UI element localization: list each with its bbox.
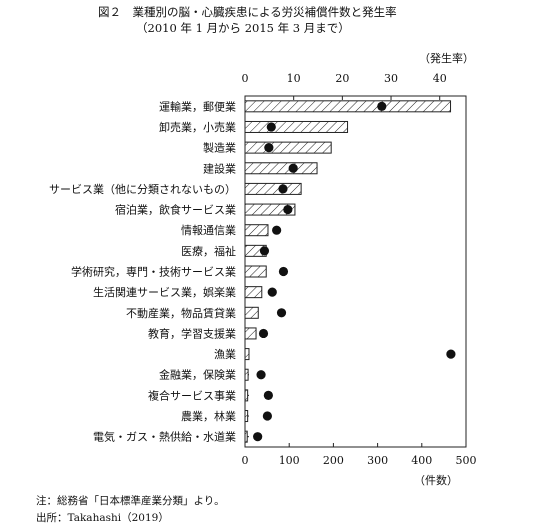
plot-area: 0 100 200 300 400 500 （件数） 0 10 20 30 40 （発生率） 運輸業，郵便… bbox=[49, 51, 477, 487]
category-label: 学術研究，専門・技術サービス業 bbox=[71, 265, 236, 279]
top-tick-label: 20 bbox=[335, 72, 349, 85]
rate-dot bbox=[267, 287, 277, 297]
count-bar bbox=[244, 120, 349, 133]
x-tick-label: 100 bbox=[279, 454, 300, 467]
count-bar bbox=[244, 306, 259, 319]
category-label: 医療，福祉 bbox=[181, 244, 236, 258]
rate-dot bbox=[288, 163, 298, 173]
category-label: サービス業（他に分類されないもの） bbox=[49, 183, 236, 196]
x-tick-label: 400 bbox=[411, 454, 432, 467]
count-bar bbox=[244, 286, 263, 299]
x-tick-label: 0 bbox=[242, 454, 249, 467]
rate-dot bbox=[283, 204, 293, 215]
note-citation: 出所：Takahashi（2019） bbox=[36, 512, 169, 524]
top-tick-label: 40 bbox=[433, 72, 447, 85]
top-tick-label: 10 bbox=[287, 72, 301, 85]
count-bar bbox=[244, 389, 249, 402]
category-label: 漁業 bbox=[214, 347, 236, 361]
rate-dot bbox=[256, 370, 266, 380]
rate-dot bbox=[258, 328, 269, 339]
count-bar bbox=[244, 368, 249, 381]
x-axis-label: （件数） bbox=[414, 474, 458, 487]
count-bar bbox=[244, 203, 296, 216]
count-bar bbox=[244, 348, 250, 361]
category-label: 電気・ガス・熱供給・水道業 bbox=[93, 430, 236, 444]
category-label: 不動産業，物品賃貸業 bbox=[126, 306, 236, 320]
count-bar bbox=[244, 141, 332, 154]
rate-dot bbox=[264, 143, 274, 153]
rate-dot bbox=[276, 308, 287, 318]
x-tick-label: 500 bbox=[456, 454, 477, 467]
count-bar bbox=[244, 182, 302, 195]
category-label: 金融業，保険業 bbox=[159, 368, 236, 382]
category-label: 建設業 bbox=[203, 161, 236, 175]
category-label: 生活関連サービス業，娯楽業 bbox=[93, 285, 236, 299]
note-source-classification: 注：総務省「日本標準産業分類」より。 bbox=[36, 495, 225, 507]
x-tick-label: 200 bbox=[323, 454, 344, 467]
count-bar bbox=[244, 100, 452, 113]
rate-dot bbox=[446, 349, 456, 359]
rate-dot bbox=[377, 101, 387, 111]
count-bar bbox=[244, 430, 248, 443]
category-label: 教育，学習支援業 bbox=[148, 326, 236, 340]
category-label: 運輸業，郵便業 bbox=[159, 99, 236, 113]
category-label: 複合サービス事業 bbox=[148, 388, 236, 402]
rate-dot bbox=[253, 432, 263, 442]
top-axis-label: （発生率） bbox=[419, 51, 474, 65]
category-label: 農業，林業 bbox=[181, 409, 236, 423]
category-label: 宿泊業，飲食サービス業 bbox=[115, 203, 236, 217]
rate-dot bbox=[278, 184, 288, 194]
top-tick-label: 0 bbox=[242, 72, 249, 85]
count-bar bbox=[244, 224, 269, 237]
count-bar bbox=[244, 162, 318, 175]
chart-subtitle: （2010 年 1 月から 2015 年 3 月まで） bbox=[136, 21, 350, 35]
count-bar bbox=[244, 410, 249, 423]
category-label: 製造業 bbox=[203, 141, 236, 155]
rate-dot bbox=[266, 122, 276, 132]
top-tick-label: 30 bbox=[384, 72, 398, 85]
count-bar bbox=[244, 327, 257, 340]
x-tick-label: 300 bbox=[367, 454, 388, 467]
rate-dot bbox=[259, 246, 270, 256]
rate-dot bbox=[263, 390, 273, 400]
rate-dot bbox=[272, 225, 282, 235]
category-label: 卸売業，小売業 bbox=[159, 120, 236, 134]
rate-dot bbox=[262, 411, 272, 421]
category-label: 情報通信業 bbox=[181, 224, 236, 237]
chart-title: 図２ 業種別の脳・心臓疾患による労災補償件数と発生率 bbox=[98, 5, 397, 19]
rate-dot bbox=[278, 266, 289, 277]
count-bar bbox=[244, 265, 267, 278]
